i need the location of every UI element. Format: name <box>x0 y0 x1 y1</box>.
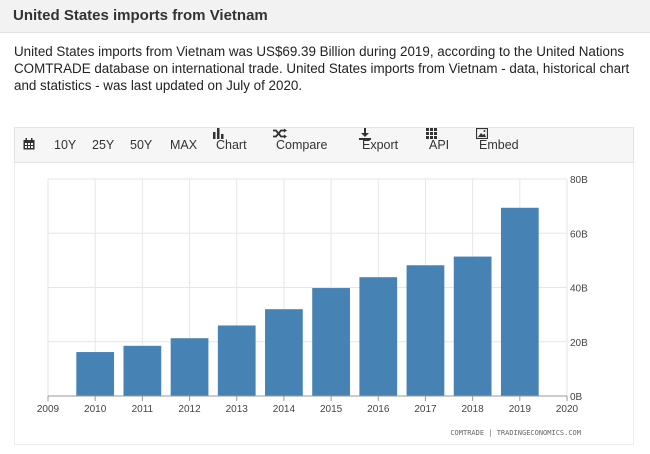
bar <box>312 288 350 396</box>
x-tick-label: 2013 <box>226 404 249 415</box>
bar <box>500 207 539 396</box>
chart-button-label: Chart <box>216 138 247 152</box>
chart-button[interactable]: Chart <box>213 128 247 162</box>
x-tick-label: 2015 <box>320 404 343 415</box>
page-title: United States imports from Vietnam <box>13 7 268 24</box>
description-text: United States imports from Vietnam was U… <box>14 44 630 93</box>
calendar-icon[interactable] <box>23 128 35 162</box>
bar <box>406 265 445 396</box>
y-tick-label: 80B <box>570 175 588 186</box>
x-tick-label: 2017 <box>414 404 437 415</box>
api-button-label: API <box>429 138 450 152</box>
y-tick-label: 40B <box>570 284 588 295</box>
range-10y-button[interactable]: 10Y <box>54 138 77 152</box>
range-25y-button[interactable]: 25Y <box>92 138 115 152</box>
bar <box>76 352 115 396</box>
bar <box>265 309 303 396</box>
y-tick-label: 60B <box>570 229 588 240</box>
x-tick-label: 2019 <box>509 404 532 415</box>
source-credit: COMTRADE | TRADINGECONOMICS.COM <box>450 429 581 437</box>
bar <box>217 325 256 396</box>
y-tick-label: 20B <box>570 338 588 349</box>
x-tick-label: 2018 <box>462 404 485 415</box>
export-button[interactable]: Export <box>359 128 398 162</box>
api-button[interactable]: API <box>426 128 449 162</box>
embed-button-label: Embed <box>479 138 519 152</box>
range-max-button[interactable]: MAX <box>170 138 198 152</box>
x-tick-label: 2020 <box>556 404 579 415</box>
bar <box>359 277 398 396</box>
x-tick-label: 2009 <box>37 404 60 415</box>
compare-button-label: Compare <box>276 138 328 152</box>
export-button-label: Export <box>362 138 399 152</box>
x-tick-label: 2014 <box>273 404 296 415</box>
y-tick-label: 0B <box>570 392 583 403</box>
range-50y-button[interactable]: 50Y <box>130 138 153 152</box>
x-tick-label: 2010 <box>84 404 107 415</box>
chart-container <box>14 163 634 445</box>
page-header: United States imports from Vietnam <box>0 0 650 33</box>
embed-button[interactable]: Embed <box>476 128 519 162</box>
compare-button[interactable]: Compare <box>273 128 327 162</box>
bar <box>170 338 209 396</box>
x-tick-label: 2011 <box>132 404 154 415</box>
bar <box>453 256 492 396</box>
x-tick-label: 2016 <box>367 404 390 415</box>
bar <box>123 345 162 396</box>
chart-toolbar: 10Y 25Y 50Y MAX Chart Compare Export API… <box>14 127 634 163</box>
x-tick-label: 2012 <box>178 404 201 415</box>
